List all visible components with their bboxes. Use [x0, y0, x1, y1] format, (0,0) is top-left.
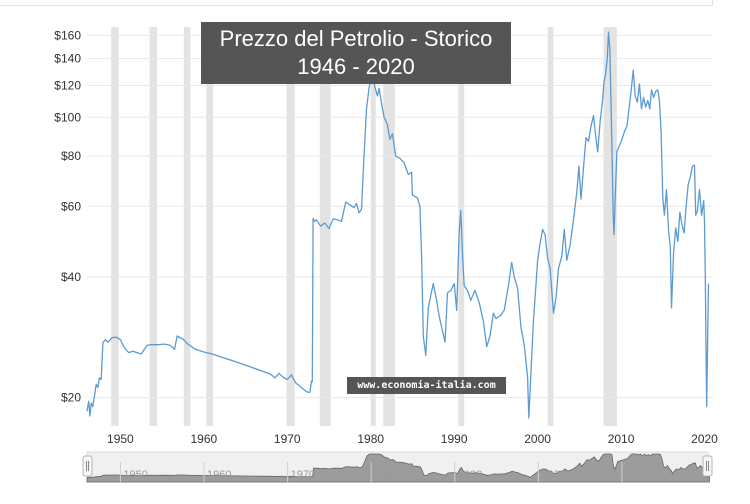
series-line-oil-price [86, 31, 710, 419]
gridlines [87, 34, 712, 399]
x-axis: 1950 1960 1970 1980 1990 2000 2010 2020 [107, 432, 718, 446]
navigator-handle-left[interactable] [82, 455, 93, 477]
y-axis: $20 $40 $60 $80 $100 $120 $140 $160 [54, 28, 81, 404]
page-top-border [0, 0, 713, 6]
y-tick-label-40: $40 [61, 270, 81, 284]
navigator-label-2010: 2010 [625, 469, 649, 481]
range-navigator[interactable]: 1950 1960 1970 1980 1990 2000 2010 [82, 451, 713, 483]
x-tick-label-1990: 1990 [441, 432, 468, 446]
chart-title: Prezzo del Petrolio - Storico 1946 - 202… [201, 22, 511, 84]
recession-band-6 [370, 27, 376, 426]
chart-title-line-2: 1946 - 2020 [297, 54, 415, 79]
chart-title-line-1: Prezzo del Petrolio - Storico [219, 26, 493, 51]
navigator-labels: 1950 1960 1970 1980 1990 2000 2010 [119, 462, 649, 482]
y-tick-label-120: $120 [54, 78, 81, 92]
navigator-label-1970: 1970 [291, 469, 315, 481]
recession-band-2 [183, 27, 191, 426]
y-tick-label-60: $60 [61, 199, 81, 213]
navigator-label-2000: 2000 [541, 469, 565, 481]
navigator-label-1950: 1950 [123, 469, 147, 481]
recession-band-0 [111, 27, 119, 426]
x-tick-label-1980: 1980 [357, 432, 384, 446]
navigator-area [86, 453, 710, 483]
recession-band-5 [319, 27, 331, 426]
y-tick-label-100: $100 [54, 110, 81, 124]
navigator-label-1990: 1990 [458, 469, 482, 481]
navigator-handle-right[interactable] [702, 455, 713, 477]
x-tick-label-2020: 2020 [691, 432, 718, 446]
recession-bands [111, 27, 617, 426]
y-tick-label-160: $160 [54, 28, 81, 42]
recession-band-9 [547, 27, 554, 426]
x-tick-label-2000: 2000 [524, 432, 551, 446]
y-tick-label-140: $140 [54, 52, 81, 66]
navigator-label-1980: 1980 [374, 469, 398, 481]
recession-band-7 [383, 27, 395, 426]
y-tick-label-80: $80 [61, 149, 81, 163]
x-tick-label-1960: 1960 [190, 432, 217, 446]
x-tick-label-1950: 1950 [107, 432, 134, 446]
watermark-url: www.economia-italia.com [347, 377, 506, 394]
x-tick-label-1970: 1970 [274, 432, 301, 446]
recession-band-4 [286, 27, 295, 426]
x-tick-label-2010: 2010 [608, 432, 635, 446]
recession-band-10 [603, 27, 617, 426]
y-tick-label-20: $20 [61, 391, 81, 405]
navigator-label-1960: 1960 [207, 469, 231, 481]
recession-band-1 [149, 27, 158, 426]
recession-band-3 [206, 27, 214, 426]
